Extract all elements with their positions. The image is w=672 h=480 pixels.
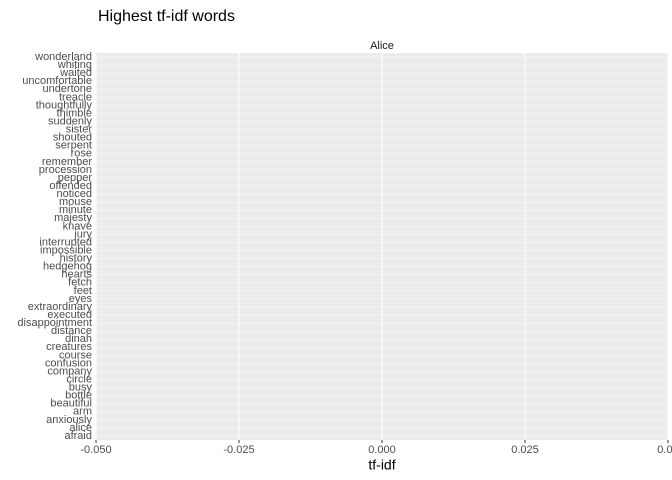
y-tick-label: wonderland <box>34 51 92 63</box>
y-tick-label: extraordinary <box>28 301 93 313</box>
y-tick-label: undertone <box>42 83 92 95</box>
y-tick-label: waited <box>59 67 92 79</box>
y-tick-label: busy <box>69 382 93 394</box>
y-tick-label: afraid <box>64 430 92 442</box>
x-tick-label: 0.05 <box>657 444 672 456</box>
facet-label: Alice <box>370 40 394 52</box>
y-tick-label: eyes <box>69 293 93 305</box>
y-tick-label: hedgehog <box>43 261 92 273</box>
y-tick-label: thimble <box>57 107 92 119</box>
y-tick-label: course <box>59 349 92 361</box>
y-tick-label: noticed <box>57 188 92 200</box>
y-tick-label: dinah <box>65 333 92 345</box>
y-tick-label: creatures <box>46 341 92 353</box>
y-tick-label: impossible <box>40 244 92 256</box>
y-tick-label: knave <box>63 220 92 232</box>
y-tick-label: rose <box>71 148 92 160</box>
y-tick-label: feet <box>74 285 92 297</box>
x-tick-label: -0.050 <box>80 444 111 456</box>
y-tick-label: uncomfortable <box>22 75 92 87</box>
y-tick-label: serpent <box>55 140 92 152</box>
y-tick-label: arm <box>73 406 92 418</box>
y-tick-label: offended <box>49 180 92 192</box>
x-tick-label: 0.000 <box>368 444 396 456</box>
y-tick-label: circle <box>66 373 92 385</box>
y-tick-label: whiting <box>57 59 92 71</box>
y-tick-label: anxiously <box>46 414 92 426</box>
y-tick-label: jury <box>73 228 92 240</box>
y-tick-label: bottle <box>65 390 92 402</box>
y-tick-label: distance <box>51 325 92 337</box>
y-tick-label: mouse <box>59 196 92 208</box>
y-tick-label: interrupted <box>39 236 92 248</box>
y-tick-label: suddenly <box>48 115 93 127</box>
y-tick-label: pepper <box>58 172 93 184</box>
x-axis-label: tf-idf <box>368 457 395 473</box>
y-tick-label: executed <box>47 309 92 321</box>
y-tick-label: confusion <box>45 357 92 369</box>
y-tick-label: beautiful <box>50 398 92 410</box>
x-tick-label: -0.025 <box>223 444 254 456</box>
y-tick-label: disappointment <box>17 317 92 329</box>
y-tick-label: company <box>47 365 92 377</box>
y-tick-label: hearts <box>61 269 92 281</box>
y-tick-label: alice <box>69 422 92 434</box>
y-tick-label: majesty <box>54 212 92 224</box>
y-tick-label: treacle <box>59 91 92 103</box>
y-tick-label: shouted <box>53 132 92 144</box>
chart-title: Highest tf-idf words <box>98 8 235 25</box>
y-tick-label: thoughtfully <box>36 99 93 111</box>
y-tick-label: minute <box>59 204 92 216</box>
y-tick-label: procession <box>39 164 92 176</box>
x-tick-label: 0.025 <box>511 444 539 456</box>
y-tick-label: remember <box>42 156 92 168</box>
y-tick-label: history <box>60 253 93 265</box>
y-tick-label: sister <box>66 124 93 136</box>
y-tick-label: fetch <box>68 277 92 289</box>
